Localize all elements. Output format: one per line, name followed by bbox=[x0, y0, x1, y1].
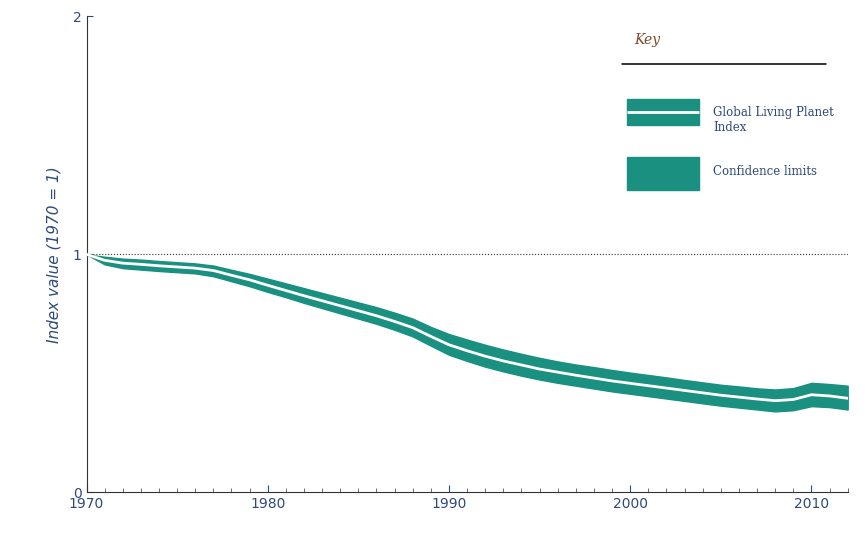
Text: Key: Key bbox=[635, 33, 661, 47]
Text: Global Living Planet
Index: Global Living Planet Index bbox=[713, 106, 834, 134]
Bar bbox=[627, 98, 699, 125]
Y-axis label: Index value (1970 = 1): Index value (1970 = 1) bbox=[47, 166, 61, 343]
Bar bbox=[627, 157, 699, 190]
Text: Confidence limits: Confidence limits bbox=[713, 165, 817, 178]
